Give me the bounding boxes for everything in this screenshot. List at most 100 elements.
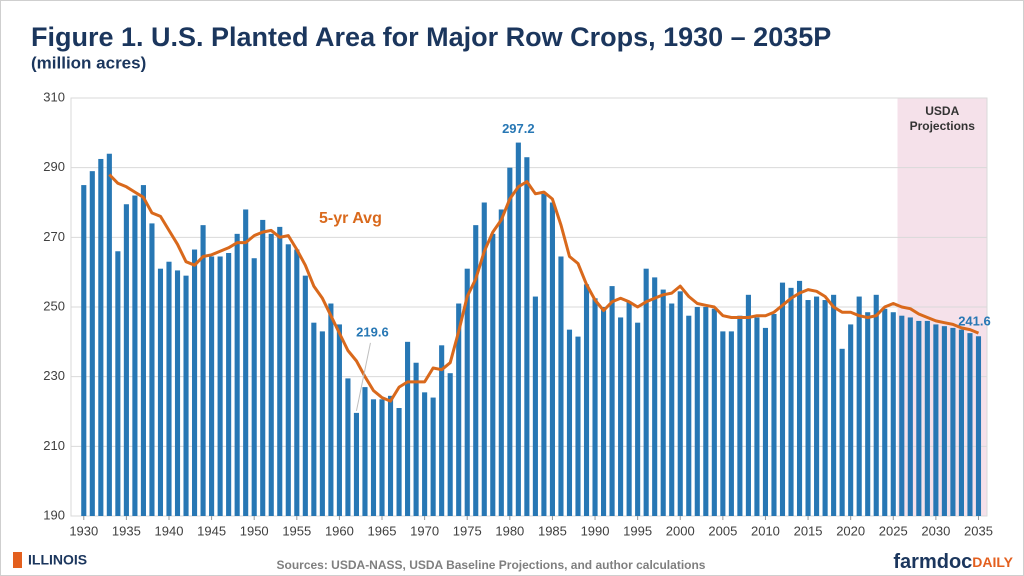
bar [660, 289, 666, 516]
x-tick-label: 2035 [964, 523, 993, 538]
bar [575, 336, 581, 516]
plot-area [70, 97, 988, 517]
bar [481, 202, 487, 516]
bar [268, 233, 274, 516]
bar [140, 185, 146, 517]
bar [848, 324, 854, 516]
bar [157, 268, 164, 516]
bar [609, 286, 615, 516]
bar [226, 253, 232, 516]
bar [422, 392, 428, 516]
brand: farmdocDAILY [893, 551, 1013, 573]
bar [396, 408, 402, 516]
bar [967, 333, 973, 516]
x-tick-label: 2015 [794, 523, 823, 538]
bar [430, 397, 436, 516]
bar [260, 219, 266, 516]
bar [975, 336, 982, 516]
bar [191, 249, 198, 516]
x-tick-label: 2025 [879, 523, 908, 538]
bar [174, 270, 181, 516]
bar [626, 301, 632, 516]
y-tick-label: 190 [43, 507, 65, 522]
bar [865, 312, 871, 516]
bar [601, 307, 607, 516]
y-tick-label: 290 [43, 159, 65, 174]
y-tick-label: 210 [43, 438, 65, 453]
brand-name: farmdoc [893, 551, 972, 573]
bar [251, 258, 257, 516]
bar [345, 378, 351, 516]
bar [635, 322, 641, 516]
bar [217, 256, 223, 516]
bar [532, 296, 538, 516]
bar [123, 204, 129, 516]
bar [950, 327, 956, 516]
bar [669, 303, 675, 516]
bar [89, 171, 95, 516]
bar [328, 303, 334, 516]
x-tick-label: 1970 [410, 523, 439, 538]
x-tick-label: 1940 [155, 523, 184, 538]
bar [387, 395, 394, 516]
x-tick-label: 1980 [495, 523, 524, 538]
bar [149, 223, 155, 516]
bar [277, 226, 283, 516]
bar [720, 331, 726, 516]
bar [353, 412, 360, 516]
data-label: 297.2 [502, 121, 535, 136]
chart-subtitle: (million acres) [31, 53, 146, 72]
bar [933, 324, 939, 516]
bar [200, 225, 206, 516]
bar [541, 193, 547, 516]
x-tick-label: 2000 [666, 523, 695, 538]
logo-icon [13, 552, 22, 568]
bar [285, 244, 291, 517]
bar [779, 282, 786, 516]
bar [822, 300, 828, 516]
bar [916, 320, 922, 516]
bar [81, 185, 87, 517]
bar [745, 294, 751, 516]
bar [831, 294, 837, 516]
x-tick-label: 2030 [921, 523, 950, 538]
bar [652, 277, 658, 516]
bar [413, 362, 419, 516]
y-tick-label: 250 [43, 298, 65, 313]
chart-title: Figure 1. U.S. Planted Area for Major Ro… [31, 22, 831, 52]
bar [336, 324, 342, 516]
bar [711, 308, 717, 516]
bar [456, 303, 462, 516]
bar [592, 298, 598, 516]
bar [558, 256, 564, 516]
bar [447, 373, 453, 516]
bar [524, 157, 530, 516]
bar [941, 326, 947, 516]
bar [618, 317, 624, 516]
bar [728, 331, 734, 516]
bar [405, 341, 411, 516]
series-label: 5-yr Avg [319, 210, 382, 227]
bar [490, 233, 496, 516]
x-tick-label: 2005 [708, 523, 737, 538]
bar [473, 225, 479, 516]
x-tick-label: 1990 [581, 523, 610, 538]
x-tick-label: 1950 [240, 523, 269, 538]
bar [643, 268, 649, 516]
source-note: Sources: USDA-NASS, USDA Baseline Projec… [277, 558, 706, 572]
bar [132, 195, 138, 517]
bar [507, 167, 513, 516]
x-tick-label: 1930 [69, 523, 98, 538]
bar [566, 329, 573, 516]
bar [319, 331, 325, 516]
y-tick-label: 230 [43, 368, 65, 383]
data-label: 241.6 [958, 314, 991, 329]
y-tick-label: 270 [43, 229, 65, 244]
bar [677, 291, 683, 516]
bar [899, 315, 905, 516]
bar [796, 280, 803, 516]
bar [924, 320, 930, 516]
bar [234, 233, 240, 516]
bar [209, 256, 215, 516]
